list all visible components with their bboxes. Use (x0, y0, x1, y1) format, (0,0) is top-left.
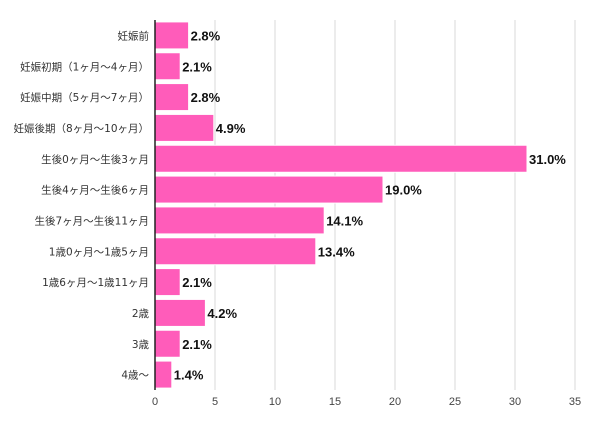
x-tick-label: 15 (329, 396, 341, 408)
data-label: 2.1% (182, 59, 212, 74)
x-tick-label: 25 (449, 396, 461, 408)
data-label: 4.9% (216, 121, 246, 136)
data-label: 2.8% (191, 90, 221, 105)
category-label: 妊娠後期（8ヶ月〜10ヶ月） (13, 122, 149, 135)
bar (154, 52, 181, 81)
grid-lines (214, 20, 576, 390)
data-labels: 2.8% 2.1% 2.8% 4.9% 31.0% 19.0% 14.1% 13.4% 2.1%… (174, 28, 567, 382)
bar (154, 206, 325, 235)
category-label: 妊娠前 (118, 29, 150, 42)
bar (154, 144, 528, 173)
category-label: 生後0ヶ月〜生後3ヶ月 (41, 153, 149, 166)
data-label: 2.8% (191, 28, 221, 43)
category-label: 1歳6ヶ月〜1歳11ヶ月 (42, 277, 149, 289)
category-label: 妊娠初期（1ヶ月〜4ヶ月） (20, 60, 149, 73)
data-label: 4.2% (207, 306, 237, 321)
x-tick-label: 30 (509, 396, 521, 408)
bar (154, 21, 190, 50)
bar (154, 175, 384, 204)
x-tick-label: 35 (569, 396, 581, 408)
x-tick-labels: 0 5 10 15 20 25 30 35 (152, 396, 581, 408)
bar (154, 83, 190, 112)
data-label: 2.1% (182, 337, 212, 352)
x-tick-label: 0 (152, 396, 158, 408)
category-label: 3歳 (132, 339, 150, 351)
category-label: 2歳 (132, 308, 150, 320)
x-tick-label: 10 (269, 396, 281, 408)
data-label: 31.0% (529, 152, 566, 167)
category-label: 妊娠中期（5ヶ月〜7ヶ月） (20, 91, 149, 104)
category-label: 生後4ヶ月〜生後6ヶ月 (41, 184, 149, 197)
bar (154, 113, 215, 142)
category-label: 1歳0ヶ月〜1歳5ヶ月 (49, 246, 149, 258)
bar (154, 237, 317, 266)
data-label: 2.1% (182, 275, 212, 290)
x-tick-label: 20 (389, 396, 401, 408)
data-label: 13.4% (318, 244, 355, 259)
category-label: 4歳〜 (121, 370, 149, 382)
bar (154, 329, 181, 358)
data-label: 19.0% (385, 183, 422, 198)
bar (154, 268, 181, 297)
bar (154, 298, 206, 327)
bars (154, 21, 528, 389)
data-label: 1.4% (174, 368, 204, 383)
x-tick-label: 5 (212, 396, 218, 408)
bar (154, 360, 173, 389)
data-label: 14.1% (326, 213, 363, 228)
category-label: 生後7ヶ月〜生後11ヶ月 (34, 214, 149, 227)
